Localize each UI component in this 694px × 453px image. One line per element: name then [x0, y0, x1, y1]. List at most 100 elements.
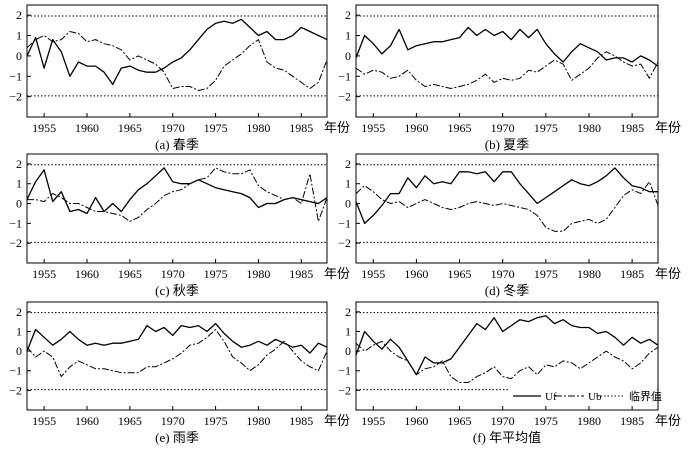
x-tick-label: 1980 — [246, 121, 270, 135]
x-tick-label: 1975 — [534, 121, 558, 135]
legend: Uf Ub 临界值 — [510, 387, 662, 405]
x-tick-label: 1955 — [361, 121, 385, 135]
panel-caption: (b) 夏季 — [485, 137, 529, 152]
x-tick-label: 1980 — [246, 414, 270, 428]
x-tick-label: 1955 — [361, 267, 385, 281]
series-line-uf — [26, 322, 328, 354]
series-line-uf — [26, 18, 328, 86]
series-line-ub — [355, 340, 659, 383]
x-axis-unit-label: 年份 — [655, 120, 681, 135]
y-tick-label: 1 — [16, 324, 22, 338]
legend-label-3: 临界值 — [629, 389, 662, 403]
series-line-ub — [26, 329, 328, 378]
panel-c: 2 1 0 −1 −2 1955 1960 1965 1970 1975 1980 1985 年份 (c)… — [9, 153, 350, 298]
x-tick-label: 1970 — [491, 267, 515, 281]
x-tick-label: 1965 — [448, 414, 472, 428]
series-line-uf — [355, 26, 659, 67]
x-axis-unit-label: 年份 — [324, 413, 350, 428]
series-line-ub — [26, 31, 328, 91]
y-tick-label: −2 — [9, 90, 22, 104]
x-tick-label: 1980 — [246, 267, 270, 281]
y-tick-label: 2 — [16, 305, 22, 319]
panel-caption: (a) 春季 — [155, 137, 199, 152]
x-tick-label: 1970 — [161, 414, 185, 428]
y-tick-label: 2 — [345, 8, 351, 22]
panel-d: 2 1 0 −1 −2 1955 1960 1965 1970 1975 1980 1985 年份 (d)… — [338, 153, 681, 298]
y-tick-label: 1 — [16, 177, 22, 191]
y-tick-label: −2 — [9, 383, 22, 397]
plot-frame — [26, 4, 328, 118]
x-tick-label: 1975 — [534, 414, 558, 428]
x-tick-label: 1955 — [361, 414, 385, 428]
panel-caption: (c) 秋季 — [155, 283, 199, 298]
series-line-ub — [355, 51, 659, 89]
x-tick-label: 1965 — [448, 267, 472, 281]
series-line-uf — [355, 315, 659, 376]
y-tick-label: 0 — [345, 197, 351, 211]
plot-frame — [355, 153, 659, 264]
panel-b: 2 1 0 −1 −2 1955 1960 1965 1970 1975 1980 1985 年份 (b)… — [338, 4, 681, 152]
x-tick-label: 1970 — [491, 121, 515, 135]
y-tick-label: 2 — [16, 8, 22, 22]
y-tick-label: 2 — [345, 305, 351, 319]
x-axis-unit-label: 年份 — [324, 266, 350, 281]
x-tick-label: 1975 — [204, 414, 228, 428]
x-tick-label: 1960 — [404, 121, 428, 135]
x-tick-label: 1965 — [118, 267, 142, 281]
x-tick-label: 1970 — [161, 267, 185, 281]
plot-frame — [26, 153, 328, 264]
plot-frame — [26, 301, 328, 411]
x-tick-label: 1965 — [448, 121, 472, 135]
y-tick-label: 2 — [345, 157, 351, 171]
y-tick-label: −2 — [9, 236, 22, 250]
series-line-ub — [27, 167, 328, 222]
y-tick-label: −1 — [338, 69, 351, 83]
x-tick-label: 1960 — [75, 414, 99, 428]
y-tick-label: −1 — [338, 364, 351, 378]
x-tick-label: 1975 — [204, 267, 228, 281]
x-tick-label: 1980 — [577, 267, 601, 281]
y-tick-label: −1 — [9, 69, 22, 83]
y-tick-label: 1 — [345, 29, 351, 43]
series-line-uf — [26, 167, 328, 215]
x-tick-label: 1985 — [620, 267, 644, 281]
x-tick-label: 1965 — [118, 121, 142, 135]
x-tick-label: 1985 — [620, 414, 644, 428]
panel-a: 2 1 0 −1 −2 1955 1960 1965 1970 1975 1980 1985 年份 (a)… — [9, 4, 350, 152]
legend-label-2: Ub — [588, 391, 602, 403]
y-tick-label: 0 — [16, 49, 22, 63]
x-tick-label: 1970 — [491, 414, 515, 428]
x-tick-label: 1975 — [534, 267, 558, 281]
x-tick-label: 1955 — [32, 267, 56, 281]
y-tick-label: −2 — [338, 90, 351, 104]
x-tick-label: 1980 — [577, 414, 601, 428]
y-tick-label: −2 — [338, 236, 351, 250]
x-axis-unit-label: 年份 — [655, 413, 681, 428]
y-tick-label: 0 — [16, 344, 22, 358]
x-tick-label: 1970 — [161, 121, 185, 135]
y-tick-label: 0 — [345, 344, 351, 358]
x-tick-label: 1980 — [577, 121, 601, 135]
y-tick-label: 1 — [345, 177, 351, 191]
legend-label-1: Uf — [545, 391, 557, 403]
x-axis-unit-label: 年份 — [324, 120, 350, 135]
panel-caption: (e) 雨季 — [155, 430, 199, 445]
x-tick-label: 1960 — [75, 267, 99, 281]
y-tick-label: 0 — [345, 49, 351, 63]
y-tick-label: 1 — [16, 29, 22, 43]
series-line-uf — [355, 167, 658, 225]
y-tick-label: −2 — [338, 383, 351, 397]
x-tick-label: 1975 — [204, 121, 228, 135]
y-tick-label: −1 — [338, 216, 351, 230]
x-tick-label: 1985 — [289, 121, 313, 135]
x-tick-label: 1960 — [404, 267, 428, 281]
panel-caption: (f) 年平均值 — [473, 430, 541, 445]
x-tick-label: 1955 — [32, 121, 56, 135]
x-tick-label: 1985 — [289, 414, 313, 428]
panel-f: 2 1 0 −1 −2 1955 1960 1965 1970 1975 1980 1985 年份 (f)… — [338, 301, 681, 445]
x-tick-label: 1960 — [404, 414, 428, 428]
x-tick-label: 1960 — [75, 121, 99, 135]
x-axis-unit-label: 年份 — [655, 266, 681, 281]
x-tick-label: 1985 — [289, 267, 313, 281]
